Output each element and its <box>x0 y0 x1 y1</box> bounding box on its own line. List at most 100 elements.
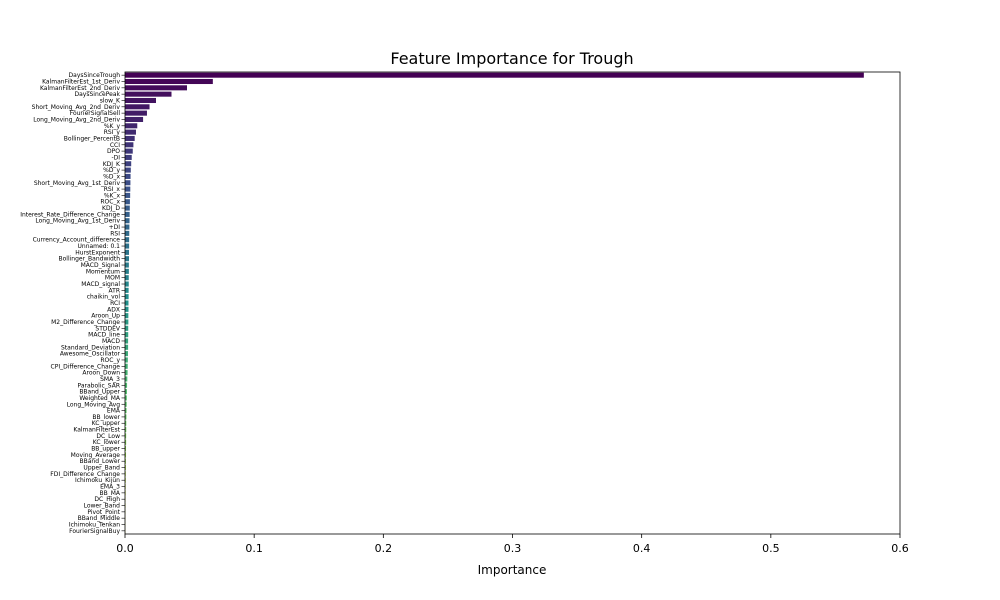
bar-36 <box>125 300 129 306</box>
y-tick-label: HurstExponent <box>75 249 120 256</box>
bar-16 <box>125 173 131 179</box>
bar-51 <box>125 395 127 401</box>
bar-7 <box>125 116 144 122</box>
bar-60 <box>125 452 127 458</box>
bar-38 <box>125 313 129 319</box>
y-tick-label: SMA_3 <box>100 376 120 383</box>
bar-0 <box>125 72 864 78</box>
bar-61 <box>125 458 126 464</box>
bar-21 <box>125 205 130 211</box>
y-tick-label: +DI <box>109 224 121 231</box>
bar-28 <box>125 249 130 255</box>
y-tick-label: Short_Moving_Avg_2nd_Deriv <box>32 104 121 111</box>
y-tick-label: Long_Moving_Avg <box>67 401 121 408</box>
x-tick-labels: 0.0 0.1 0.2 0.3 0.4 0.5 0.6 <box>116 534 909 555</box>
bar-19 <box>125 192 131 198</box>
y-tick-label: RSI_y <box>104 129 121 136</box>
y-tick-label: Currency_Account_difference <box>33 237 121 244</box>
bar-40 <box>125 325 129 331</box>
y-tick-label: DC_High <box>94 496 120 503</box>
y-tick-label: ROC_y <box>100 357 120 364</box>
y-tick-label: %D_y <box>103 167 120 174</box>
y-tick-label: Ichimoku_Kijun <box>75 477 120 484</box>
bar-57 <box>125 433 127 439</box>
bar-29 <box>125 256 130 262</box>
bar-48 <box>125 376 128 382</box>
bar-2 <box>125 85 187 91</box>
y-tick-label: %K_x <box>104 192 121 199</box>
y-tick-label: Long_Moving_Avg_1st_Deriv <box>35 218 120 225</box>
y-tick-label: -DI <box>111 154 120 161</box>
x-tick-label: 0.6 <box>891 542 909 555</box>
y-tick-label: DaysSinceTrough <box>69 72 121 79</box>
y-tick-label: KC_upper <box>92 420 121 427</box>
bar-33 <box>125 281 129 287</box>
y-tick-label: FourierSignalBuy <box>69 528 120 535</box>
bar-59 <box>125 446 127 452</box>
x-tick-label: 0.3 <box>504 542 522 555</box>
bar-34 <box>125 287 129 293</box>
bar-53 <box>125 408 127 414</box>
y-tick-label: ADX <box>107 306 120 313</box>
y-tick-label: Short_Moving_Avg_1st_Deriv <box>34 180 121 187</box>
bar-12 <box>125 148 133 154</box>
y-tick-label: RCI <box>110 300 120 307</box>
y-tick-label: Lower_Band <box>84 503 121 510</box>
bar-25 <box>125 230 130 236</box>
x-tick-label: 0.4 <box>633 542 651 555</box>
bar-23 <box>125 218 130 224</box>
y-tick-label: Standard_Deviation <box>61 344 120 351</box>
bar-62 <box>125 465 126 471</box>
bar-10 <box>125 135 135 141</box>
y-tick-label: EMA <box>107 408 121 415</box>
bar-15 <box>125 167 131 173</box>
y-tick-label: Weighted_MA <box>79 395 121 402</box>
y-tick-label: M2_Difference_Change <box>51 319 120 326</box>
plot-frame <box>124 71 901 535</box>
bar-49 <box>125 382 128 388</box>
bar-5 <box>125 104 150 110</box>
y-tick-label: MACD_line <box>88 332 120 339</box>
x-tick-label: 0.0 <box>116 542 134 555</box>
y-tick-label: Bollinger_Bandwidth <box>59 256 121 263</box>
y-tick-label: KDJ_K <box>103 161 121 168</box>
bar-50 <box>125 389 127 395</box>
y-tick-label: DPO <box>107 148 120 155</box>
chart-title: Feature Importance for Trough <box>390 49 633 68</box>
y-tick-label: DaysSincePeak <box>75 91 121 98</box>
y-tick-label: MOM <box>105 275 120 282</box>
bar-56 <box>125 427 127 433</box>
y-tick-label: chaikin_vol <box>87 294 121 301</box>
bar-18 <box>125 186 131 192</box>
bar-30 <box>125 262 129 268</box>
y-tick-label: Momentum <box>86 268 120 275</box>
y-tick-label: DC_Low <box>96 433 120 440</box>
bar-20 <box>125 199 130 205</box>
bar-39 <box>125 319 129 325</box>
y-tick-label: Awesome_Oscillator <box>60 351 121 358</box>
y-tick-label: ATR <box>109 287 120 294</box>
y-tick-label: Upper_Band <box>83 465 120 472</box>
y-tick-label: Unnamed: 0.1 <box>78 243 121 250</box>
y-tick-label: Long_Moving_Avg_2nd_Deriv <box>33 116 120 123</box>
y-tick-label: KC_lower <box>93 439 121 446</box>
y-tick-label: BB_lower <box>92 414 120 421</box>
y-tick-label: BB_upper <box>91 446 120 453</box>
x-tick-label: 0.2 <box>375 542 393 555</box>
y-tick-label: Aroon_Up <box>91 313 120 320</box>
y-tick-label: %D_x <box>103 173 120 180</box>
y-tick-label: ROC_x <box>100 199 120 206</box>
bar-55 <box>125 420 127 426</box>
y-tick-label: STDDEV <box>95 325 121 332</box>
bar-14 <box>125 161 132 167</box>
bar-54 <box>125 414 127 420</box>
y-tick-label: MACD_Signal <box>81 262 121 269</box>
y-tick-label: KDJ_D <box>102 205 120 212</box>
x-tick-label: 0.1 <box>245 542 263 555</box>
bar-27 <box>125 243 130 249</box>
bar-17 <box>125 180 131 186</box>
y-tick-label: MACD <box>102 338 120 345</box>
y-tick-label: Bollinger_PercentB <box>64 135 120 142</box>
